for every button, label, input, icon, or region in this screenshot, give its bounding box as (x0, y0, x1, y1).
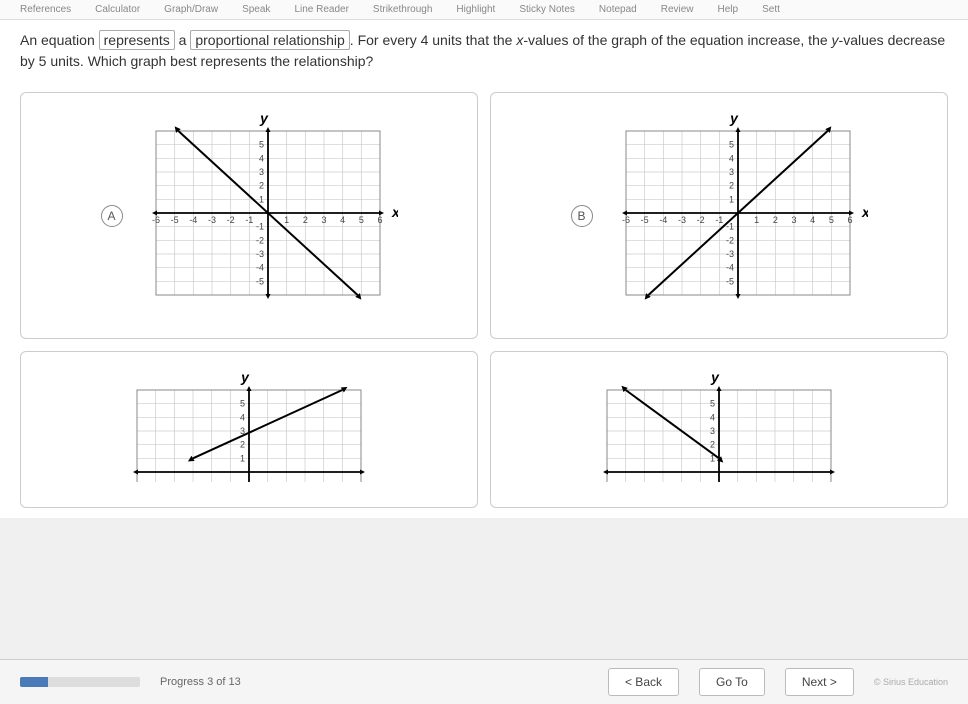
toolbar-item[interactable]: Speak (242, 4, 270, 15)
svg-text:2: 2 (772, 215, 777, 225)
option-d[interactable]: 12345y (490, 351, 948, 508)
graph-a: -6-5-4-3-2-1123456-5-4-3-2-112345xy (138, 113, 398, 318)
svg-text:3: 3 (728, 167, 733, 177)
svg-text:-3: -3 (725, 249, 733, 259)
q-yvar: y (832, 32, 839, 48)
footer: Progress 3 of 13 < Back Go To Next > © S… (0, 659, 968, 704)
option-a-label: A (101, 205, 123, 227)
q-part4: -values of the graph of the equation inc… (523, 32, 831, 48)
svg-text:3: 3 (321, 215, 326, 225)
svg-text:1: 1 (754, 215, 759, 225)
toolbar: References Calculator Graph/Draw Speak Line … (0, 0, 968, 20)
svg-text:1: 1 (284, 215, 289, 225)
progress-fill (20, 677, 48, 687)
svg-text:2: 2 (258, 181, 263, 191)
svg-text:5: 5 (358, 215, 363, 225)
svg-text:-2: -2 (725, 235, 733, 245)
toolbar-item[interactable]: Notepad (599, 4, 637, 15)
svg-text:5: 5 (710, 399, 715, 409)
svg-text:y: y (240, 372, 250, 385)
svg-text:x: x (861, 204, 868, 220)
svg-text:-2: -2 (226, 215, 234, 225)
svg-text:2: 2 (728, 181, 733, 191)
next-button[interactable]: Next > (785, 668, 854, 696)
copyright: © Sirius Education (874, 677, 948, 687)
svg-text:-3: -3 (677, 215, 685, 225)
svg-text:-4: -4 (189, 215, 197, 225)
svg-text:-2: -2 (696, 215, 704, 225)
svg-text:-3: -3 (255, 249, 263, 259)
toolbar-item[interactable]: Calculator (95, 4, 140, 15)
svg-text:-4: -4 (725, 263, 733, 273)
toolbar-item[interactable]: References (20, 4, 71, 15)
svg-text:3: 3 (791, 215, 796, 225)
svg-text:4: 4 (710, 412, 715, 422)
toolbar-item[interactable]: Help (718, 4, 739, 15)
svg-text:-5: -5 (170, 215, 178, 225)
svg-text:-5: -5 (255, 276, 263, 286)
option-b[interactable]: B -6-5-4-3-2-1123456-5-4-3-2-112345xy (490, 92, 948, 339)
progress-text: Progress 3 of 13 (160, 676, 241, 688)
svg-text:1: 1 (258, 194, 263, 204)
toolbar-item[interactable]: Graph/Draw (164, 4, 218, 15)
option-c[interactable]: 12345y (20, 351, 478, 508)
svg-text:5: 5 (728, 140, 733, 150)
svg-text:6: 6 (377, 215, 382, 225)
progress-bar (20, 677, 140, 687)
svg-text:-3: -3 (207, 215, 215, 225)
graph-c: 12345y (119, 372, 379, 487)
graph-b: -6-5-4-3-2-1123456-5-4-3-2-112345xy (608, 113, 868, 318)
options-grid: A -6-5-4-3-2-1123456-5-4-3-2-112345xy B … (0, 82, 968, 518)
svg-text:-1: -1 (255, 222, 263, 232)
svg-text:x: x (391, 204, 398, 220)
svg-text:4: 4 (258, 153, 263, 163)
svg-text:5: 5 (828, 215, 833, 225)
svg-text:2: 2 (710, 440, 715, 450)
svg-text:-6: -6 (151, 215, 159, 225)
toolbar-item[interactable]: Strikethrough (373, 4, 432, 15)
svg-text:1: 1 (728, 194, 733, 204)
svg-text:4: 4 (340, 215, 345, 225)
svg-text:-5: -5 (640, 215, 648, 225)
toolbar-item[interactable]: Sett (762, 4, 780, 15)
q-part1: An equation (20, 32, 99, 48)
svg-text:-1: -1 (715, 215, 723, 225)
q-box2: proportional relationship (190, 30, 349, 50)
graph-d: 12345y (589, 372, 849, 487)
svg-text:4: 4 (240, 412, 245, 422)
svg-text:4: 4 (810, 215, 815, 225)
svg-text:y: y (729, 113, 739, 126)
back-button[interactable]: < Back (608, 668, 679, 696)
q-box1: represents (99, 30, 175, 50)
goto-button[interactable]: Go To (699, 668, 765, 696)
svg-text:2: 2 (302, 215, 307, 225)
svg-text:1: 1 (240, 453, 245, 463)
q-part3: . For every 4 units that the (350, 32, 517, 48)
svg-text:3: 3 (710, 426, 715, 436)
toolbar-item[interactable]: Line Reader (294, 4, 348, 15)
svg-text:-5: -5 (725, 276, 733, 286)
svg-text:2: 2 (240, 440, 245, 450)
option-b-label: B (571, 205, 593, 227)
question-text: An equation represents a proportional re… (0, 20, 968, 82)
svg-text:6: 6 (847, 215, 852, 225)
svg-text:y: y (259, 113, 269, 126)
svg-text:-4: -4 (255, 263, 263, 273)
svg-text:5: 5 (258, 140, 263, 150)
svg-text:-6: -6 (621, 215, 629, 225)
toolbar-item[interactable]: Highlight (456, 4, 495, 15)
option-a[interactable]: A -6-5-4-3-2-1123456-5-4-3-2-112345xy (20, 92, 478, 339)
svg-text:3: 3 (258, 167, 263, 177)
toolbar-item[interactable]: Review (661, 4, 694, 15)
svg-text:-1: -1 (245, 215, 253, 225)
svg-text:y: y (710, 372, 720, 385)
svg-text:5: 5 (240, 399, 245, 409)
svg-text:-4: -4 (659, 215, 667, 225)
toolbar-item[interactable]: Sticky Notes (519, 4, 575, 15)
svg-text:-2: -2 (255, 235, 263, 245)
svg-text:4: 4 (728, 153, 733, 163)
q-part2: a (175, 32, 191, 48)
